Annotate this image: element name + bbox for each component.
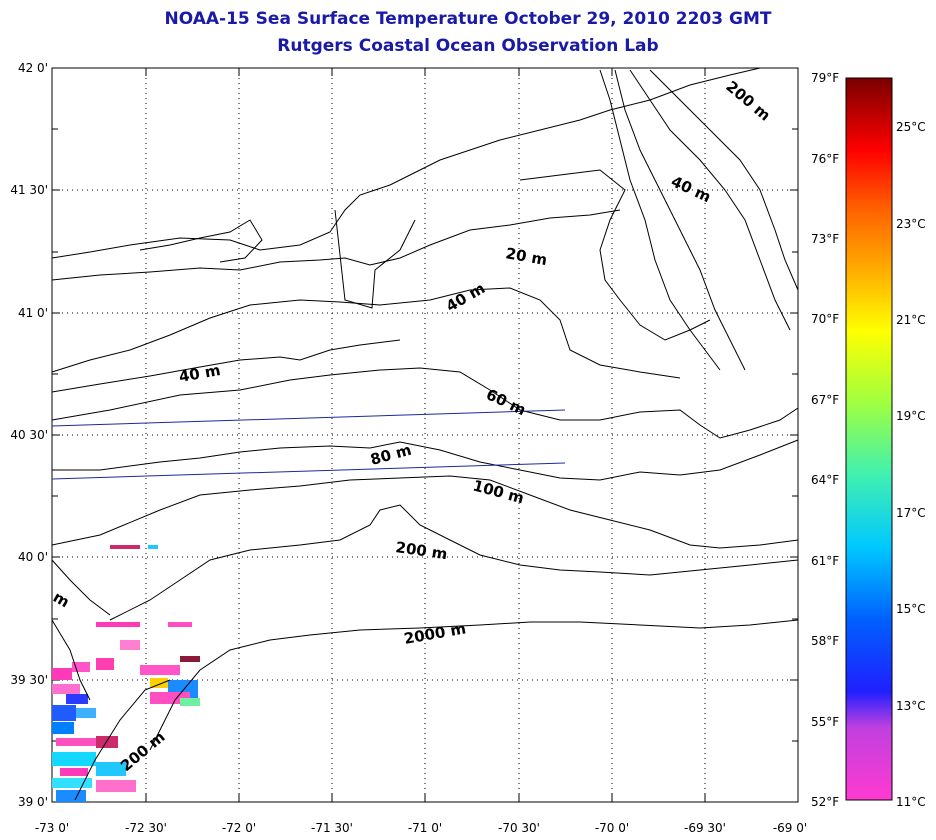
map-subtitle: Rutgers Coastal Ocean Observation Lab [277, 36, 659, 56]
sst-pixel-data [52, 545, 200, 802]
f-label: 61°F [811, 554, 839, 568]
y-tick-label: 39 0' [18, 795, 48, 809]
f-label: 73°F [811, 232, 839, 246]
c-label: 13°C [896, 699, 926, 713]
x-tick-label: -70 30' [498, 821, 540, 835]
x-tick-label: -71 30' [311, 821, 353, 835]
colorbar-fahrenheit-labels: 79°F 76°F 73°F 70°F 67°F 64°F 61°F 58°F … [811, 71, 839, 809]
f-label: 70°F [811, 312, 839, 326]
bathymetry-contours [51, 367, 799, 801]
c-label: 25°C [896, 120, 926, 134]
f-label: 55°F [811, 715, 839, 729]
x-tick-label: -73 0' [35, 821, 69, 835]
x-tick-label: -72 0' [222, 821, 256, 835]
y-tick-label: 41 30' [10, 183, 48, 197]
map-title: NOAA-15 Sea Surface Temperature October … [164, 9, 772, 29]
y-tick-label: 41 0' [18, 306, 48, 320]
f-label: 58°F [811, 634, 839, 648]
plot-frame [51, 67, 799, 803]
coastline [51, 67, 799, 393]
color-scale-bar [845, 77, 893, 801]
c-label: 21°C [896, 313, 926, 327]
x-axis-labels: -73 0' -72 30' -72 0' -71 30' -71 0' -70… [35, 821, 807, 835]
f-label: 76°F [811, 152, 839, 166]
x-tick-label: -72 30' [125, 821, 167, 835]
y-tick-label: 39 30' [10, 673, 48, 687]
x-tick-label: -69 30' [684, 821, 726, 835]
c-label: 19°C [896, 409, 926, 423]
y-tick-label: 40 30' [10, 428, 48, 442]
f-label: 52°F [811, 795, 839, 809]
y-tick-label: 42 0' [18, 61, 48, 75]
y-axis-labels: 42 0' 41 30' 41 0' 40 30' 40 0' 39 30' 3… [10, 61, 48, 809]
x-tick-label: -71 0' [408, 821, 442, 835]
c-label: 17°C [896, 506, 926, 520]
y-tick-label: 40 0' [18, 550, 48, 564]
f-label: 67°F [811, 393, 839, 407]
f-label: 79°F [811, 71, 839, 85]
colorbar-celsius-labels: 25°C 23°C 21°C 19°C 17°C 15°C 13°C 11°C [896, 120, 926, 809]
x-tick-label: -70 0' [595, 821, 629, 835]
frame-ticks [52, 67, 798, 802]
satellite-tracks [51, 409, 566, 480]
c-label: 15°C [896, 602, 926, 616]
contour-label: m [50, 588, 73, 611]
x-tick-label: -69 0' [773, 821, 807, 835]
f-label: 64°F [811, 473, 839, 487]
c-label: 23°C [896, 217, 926, 231]
c-label: 11°C [896, 795, 926, 809]
